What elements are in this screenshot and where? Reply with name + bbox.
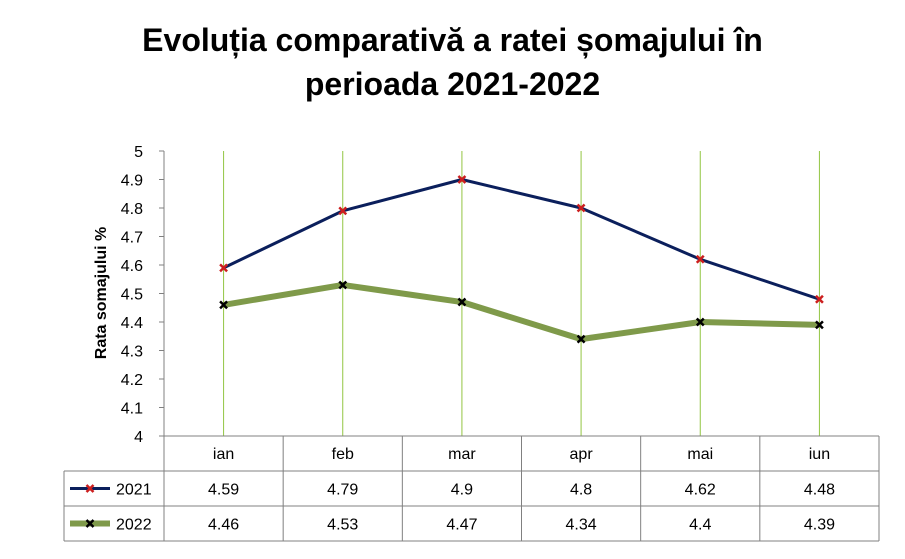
data-table: ian feb mar apr mai iun 2021 4.59 4.79 4.9 4.8 4.62… — [63, 435, 880, 542]
y-tick-label: 4.2 — [121, 372, 143, 389]
y-tick-label: 5 — [134, 144, 143, 161]
data-point — [219, 263, 228, 273]
legend-series-name: 2021 — [116, 482, 152, 499]
data-point — [695, 317, 705, 327]
y-tick-label: 4.9 — [121, 173, 143, 190]
data-label: 4.79 — [327, 482, 358, 499]
chart-title: Evoluția comparativă a ratei șomajului î… — [0, 18, 905, 106]
data-point — [338, 280, 348, 290]
x-tick-label: iun — [809, 446, 830, 463]
data-label: 4.8 — [570, 482, 592, 499]
x-tick-label: ian — [213, 446, 234, 463]
data-label: 4.9 — [451, 482, 473, 499]
data-label: 4.46 — [208, 517, 239, 534]
series-line-2022 — [223, 281, 820, 343]
series-line-2021 — [222, 178, 820, 301]
data-point — [815, 294, 824, 304]
x-tick-label: feb — [332, 446, 354, 463]
y-tick-label: 4.5 — [121, 287, 143, 304]
x-tick-label: mai — [687, 446, 713, 463]
data-label: 4.34 — [566, 517, 597, 534]
data-label: 4.48 — [804, 482, 835, 499]
vertical-gridlines — [223, 151, 820, 436]
data-label: 4.4 — [689, 517, 711, 534]
data-label: 4.59 — [208, 482, 239, 499]
y-tick-label: 4.8 — [121, 201, 143, 218]
y-tick-label: 4.7 — [121, 230, 143, 247]
y-tick-label: 4.3 — [121, 344, 143, 361]
chart-title-line-1: Evoluția comparativă a ratei șomajului î… — [142, 22, 763, 58]
data-label: 4.53 — [327, 517, 358, 534]
legend-key-marker — [85, 519, 95, 528]
data-label: 4.39 — [804, 517, 835, 534]
y-axis-label: Rata somajului % — [93, 227, 110, 359]
data-point — [695, 254, 705, 264]
data-label: 4.47 — [446, 517, 477, 534]
chart-title-line-2: perioada 2021-2022 — [304, 66, 601, 102]
data-point — [457, 175, 467, 184]
data-point — [815, 320, 824, 330]
data-point — [338, 206, 348, 216]
series-lines — [219, 175, 824, 344]
data-point — [576, 334, 586, 344]
legend-key-marker — [85, 484, 95, 493]
y-tick-label: 4.1 — [121, 401, 143, 418]
axes — [159, 150, 165, 437]
y-tick-label: 4.6 — [121, 258, 143, 275]
data-point — [576, 203, 586, 213]
data-point — [219, 300, 228, 310]
legend-series-name: 2022 — [116, 517, 152, 534]
x-tick-label: mar — [448, 446, 476, 463]
y-tick-label: 4 — [134, 429, 143, 446]
y-tick-labels: 4 4.1 4.2 4.3 4.4 4.5 4.6 4.7 4.8 4.9 5 — [121, 144, 143, 446]
data-point — [457, 297, 467, 307]
x-tick-label: apr — [570, 446, 594, 463]
y-tick-label: 4.4 — [121, 315, 143, 332]
data-label: 4.62 — [685, 482, 716, 499]
